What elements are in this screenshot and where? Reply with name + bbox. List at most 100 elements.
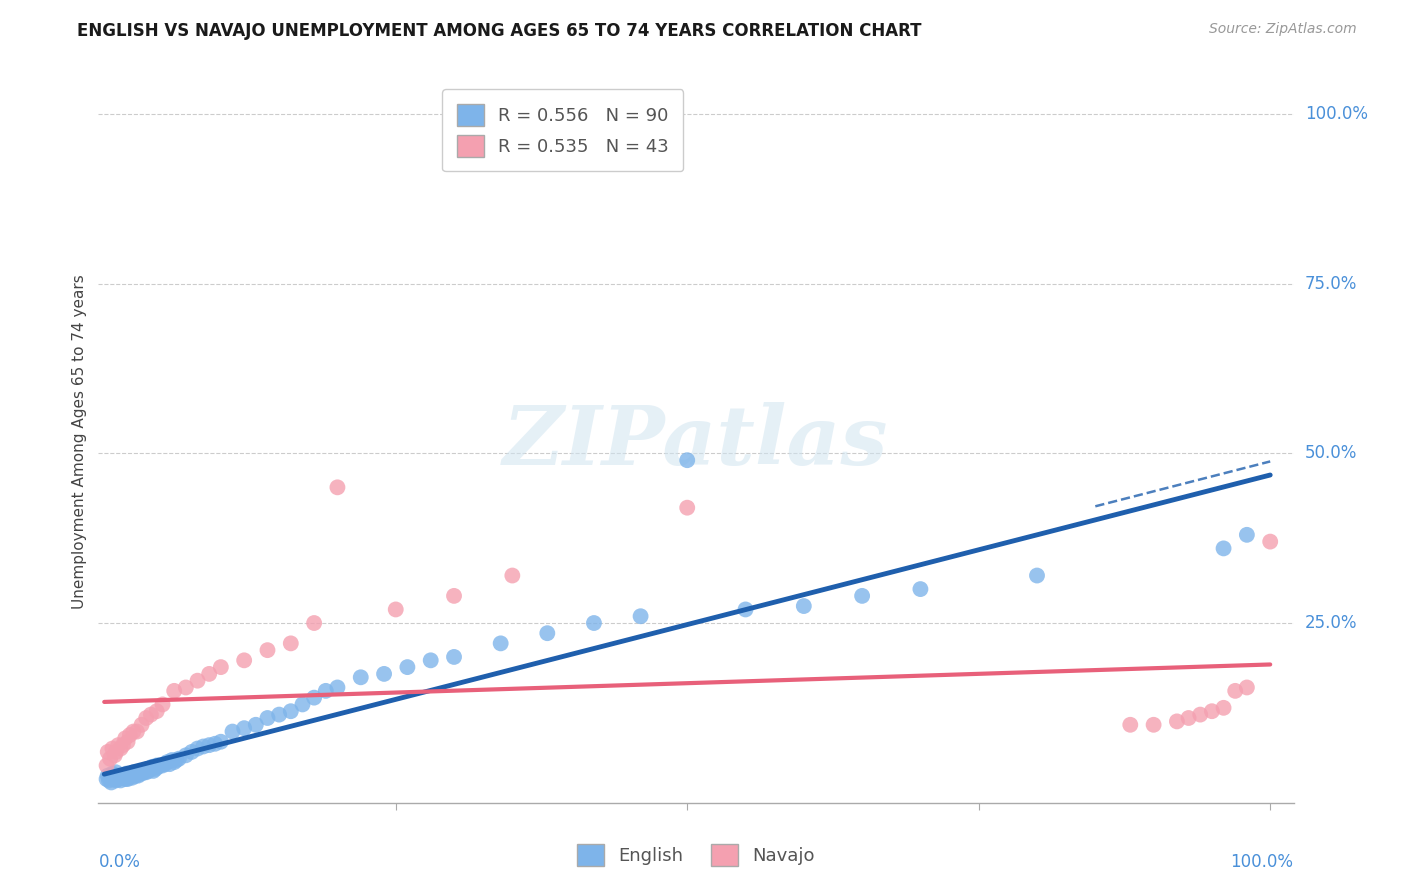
Point <box>501 568 523 582</box>
Point <box>105 771 128 785</box>
Point <box>148 758 170 772</box>
Point <box>166 753 188 767</box>
Point <box>97 773 120 788</box>
Text: 75.0%: 75.0% <box>1305 275 1357 293</box>
Point <box>107 772 129 786</box>
Point <box>142 764 165 778</box>
Point <box>676 500 699 515</box>
Point <box>141 760 163 774</box>
Point <box>100 775 122 789</box>
Point <box>326 480 349 494</box>
Point <box>118 728 141 742</box>
Point <box>1212 701 1234 715</box>
Text: 100.0%: 100.0% <box>1230 854 1294 871</box>
Text: 50.0%: 50.0% <box>1305 444 1357 462</box>
Point <box>1026 568 1049 582</box>
Point <box>138 764 160 778</box>
Point <box>152 758 174 772</box>
Point <box>1166 714 1188 729</box>
Point <box>167 752 190 766</box>
Point <box>582 615 605 630</box>
Point <box>1236 528 1258 542</box>
Point <box>101 741 124 756</box>
Point <box>209 735 232 749</box>
Point <box>104 748 127 763</box>
Point <box>180 745 202 759</box>
Point <box>118 769 141 783</box>
Point <box>174 681 197 695</box>
Point <box>152 698 174 712</box>
Point <box>129 765 152 780</box>
Point <box>104 745 127 759</box>
Point <box>98 752 121 766</box>
Point <box>910 582 932 596</box>
Point <box>125 765 148 780</box>
Point <box>114 772 136 786</box>
Point <box>160 753 183 767</box>
Point <box>302 690 325 705</box>
Point <box>108 769 131 783</box>
Point <box>174 748 197 763</box>
Point <box>419 653 441 667</box>
Point <box>136 762 159 776</box>
Point <box>851 589 873 603</box>
Text: Source: ZipAtlas.com: Source: ZipAtlas.com <box>1209 22 1357 37</box>
Point <box>396 660 419 674</box>
Point <box>326 681 349 695</box>
Text: 0.0%: 0.0% <box>98 854 141 871</box>
Point <box>163 684 186 698</box>
Point <box>146 760 169 774</box>
Point <box>104 769 127 783</box>
Point <box>280 704 302 718</box>
Point <box>118 771 141 785</box>
Point <box>114 731 136 746</box>
Point <box>103 772 125 786</box>
Point <box>245 718 267 732</box>
Text: ZIPatlas: ZIPatlas <box>503 401 889 482</box>
Point <box>96 772 118 786</box>
Point <box>373 666 395 681</box>
Point <box>163 755 186 769</box>
Point <box>198 738 221 752</box>
Point <box>97 745 120 759</box>
Point <box>143 760 166 774</box>
Point <box>110 773 132 788</box>
Point <box>104 765 127 780</box>
Point <box>131 766 153 780</box>
Point <box>125 769 148 783</box>
Point <box>1225 684 1247 698</box>
Point <box>302 615 325 630</box>
Point <box>156 755 179 769</box>
Point <box>676 453 699 467</box>
Point <box>1258 534 1281 549</box>
Point <box>145 762 167 776</box>
Point <box>132 765 155 780</box>
Point <box>233 653 256 667</box>
Point <box>117 772 139 786</box>
Point <box>120 766 142 780</box>
Point <box>209 660 232 674</box>
Point <box>115 766 138 780</box>
Point <box>1142 718 1164 732</box>
Point <box>186 673 208 688</box>
Point <box>204 737 226 751</box>
Point <box>97 769 120 783</box>
Point <box>127 769 149 783</box>
Point <box>145 704 167 718</box>
Text: 100.0%: 100.0% <box>1305 105 1368 123</box>
Point <box>536 626 558 640</box>
Point <box>104 773 127 788</box>
Point <box>291 698 314 712</box>
Point <box>1119 718 1142 732</box>
Y-axis label: Unemployment Among Ages 65 to 74 years: Unemployment Among Ages 65 to 74 years <box>72 274 87 609</box>
Point <box>117 735 139 749</box>
Point <box>1177 711 1199 725</box>
Legend: English, Navajo: English, Navajo <box>569 837 823 873</box>
Point <box>112 769 135 783</box>
Point <box>98 771 121 785</box>
Point <box>443 589 465 603</box>
Point <box>135 711 157 725</box>
Point <box>131 718 153 732</box>
Text: ENGLISH VS NAVAJO UNEMPLOYMENT AMONG AGES 65 TO 74 YEARS CORRELATION CHART: ENGLISH VS NAVAJO UNEMPLOYMENT AMONG AGE… <box>77 22 922 40</box>
Point <box>315 684 337 698</box>
